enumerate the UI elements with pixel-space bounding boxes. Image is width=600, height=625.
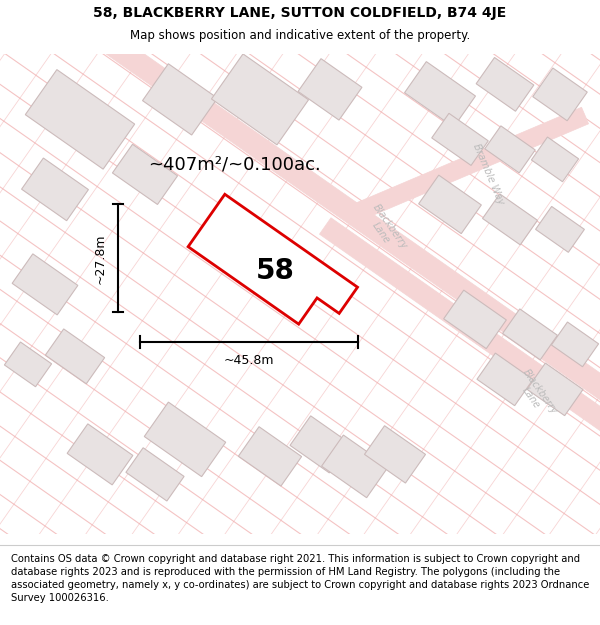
- Polygon shape: [143, 64, 217, 135]
- Text: 58: 58: [256, 257, 295, 285]
- Polygon shape: [476, 58, 534, 111]
- Text: ~407m²/~0.100ac.: ~407m²/~0.100ac.: [148, 156, 321, 173]
- Text: Blackberry
Lane: Blackberry Lane: [361, 202, 409, 257]
- Polygon shape: [364, 426, 425, 483]
- Polygon shape: [25, 69, 134, 169]
- Polygon shape: [419, 175, 481, 234]
- Polygon shape: [533, 68, 587, 121]
- Polygon shape: [482, 194, 538, 245]
- Text: Bramble Way: Bramble Way: [470, 142, 505, 206]
- Polygon shape: [477, 353, 533, 406]
- Polygon shape: [319, 217, 600, 521]
- Polygon shape: [298, 59, 362, 120]
- Polygon shape: [144, 402, 226, 477]
- Polygon shape: [551, 322, 599, 367]
- Polygon shape: [290, 416, 350, 473]
- Polygon shape: [12, 254, 78, 315]
- Polygon shape: [443, 290, 506, 349]
- Polygon shape: [432, 113, 488, 166]
- Polygon shape: [188, 194, 358, 324]
- Polygon shape: [211, 54, 308, 145]
- Text: ~27.8m: ~27.8m: [94, 233, 107, 284]
- Polygon shape: [503, 309, 557, 360]
- Polygon shape: [322, 435, 388, 498]
- Polygon shape: [126, 448, 184, 501]
- Text: ~45.8m: ~45.8m: [224, 354, 274, 367]
- Text: Map shows position and indicative extent of the property.: Map shows position and indicative extent…: [130, 29, 470, 42]
- Polygon shape: [352, 107, 589, 221]
- Polygon shape: [536, 206, 584, 252]
- Polygon shape: [97, 29, 600, 449]
- Polygon shape: [112, 144, 178, 204]
- Polygon shape: [527, 363, 583, 416]
- Text: 58, BLACKBERRY LANE, SUTTON COLDFIELD, B74 4JE: 58, BLACKBERRY LANE, SUTTON COLDFIELD, B…: [94, 6, 506, 21]
- Polygon shape: [532, 137, 578, 182]
- Polygon shape: [404, 62, 475, 127]
- Polygon shape: [22, 158, 88, 221]
- Polygon shape: [67, 424, 133, 485]
- Polygon shape: [238, 427, 302, 486]
- Polygon shape: [4, 342, 52, 387]
- Text: Blackberry
Lane: Blackberry Lane: [511, 367, 559, 422]
- Text: Contains OS data © Crown copyright and database right 2021. This information is : Contains OS data © Crown copyright and d…: [11, 554, 589, 603]
- Polygon shape: [485, 126, 535, 173]
- Polygon shape: [46, 329, 104, 384]
